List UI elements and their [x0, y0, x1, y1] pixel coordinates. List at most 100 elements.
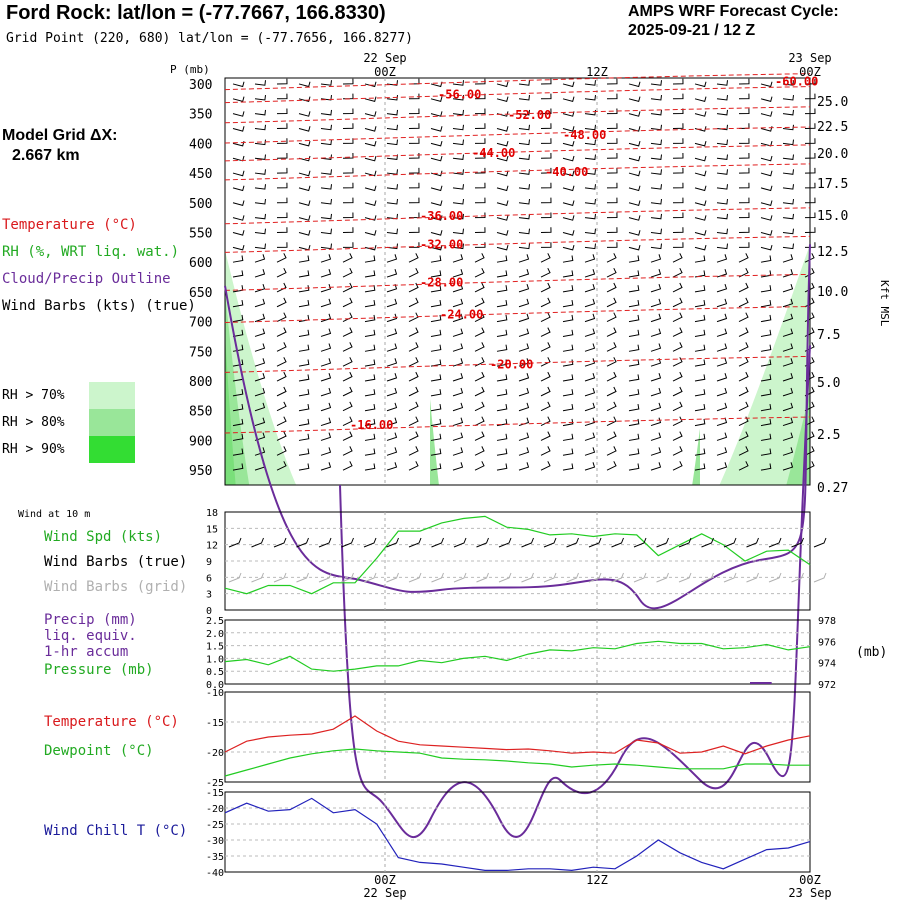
- wind-barb-true: [746, 537, 759, 548]
- wind-barb: [694, 389, 706, 397]
- wind-panel-ytick: 15: [206, 524, 218, 535]
- wind-barb: [584, 313, 596, 323]
- wind-barb: [474, 416, 485, 427]
- wind-barb: [364, 126, 377, 132]
- wind-barb: [628, 215, 641, 221]
- wind-barb: [364, 314, 376, 323]
- wind-barb: [650, 432, 662, 441]
- wind-barb-true: [273, 537, 287, 548]
- wind-barb: [694, 96, 707, 103]
- wind-barb: [276, 78, 288, 85]
- wind-barb: [628, 170, 641, 177]
- wind-barb-true: [521, 537, 534, 548]
- wind-barb: [408, 123, 420, 130]
- wind-barb: [408, 167, 420, 174]
- wind-barb: [408, 371, 419, 382]
- wind-barb-true: [296, 537, 309, 548]
- wind-barb-true: [318, 537, 332, 548]
- wind-barb-grid: [228, 572, 242, 583]
- wind-barb: [452, 432, 464, 441]
- wind-barb: [496, 230, 509, 236]
- wind-barb: [760, 230, 773, 236]
- wind-barb: [496, 81, 509, 88]
- wind-barb: [804, 212, 816, 219]
- wind-barb: [320, 139, 332, 146]
- wind-barb: [430, 418, 442, 427]
- wind-barb: [452, 402, 464, 412]
- wind-barb: [628, 463, 640, 471]
- wind-barb: [452, 109, 464, 116]
- wind-barb: [694, 433, 706, 441]
- wind-barb: [584, 154, 596, 160]
- wind-barb: [320, 283, 332, 293]
- wind-barb: [452, 254, 464, 263]
- wind-barb: [342, 342, 353, 352]
- wind-barb: [430, 270, 442, 278]
- wind-barb: [540, 342, 551, 352]
- wind-barb: [716, 417, 728, 427]
- wind-barb: [474, 327, 485, 337]
- wind-barb: [254, 228, 266, 235]
- wind-barb: [782, 358, 794, 367]
- wind-barb: [496, 270, 508, 278]
- wind-barb: [562, 96, 575, 103]
- pressure-axis-title: P (mb): [170, 63, 210, 76]
- wind-barb: [518, 283, 530, 293]
- wind-barb: [782, 169, 794, 175]
- wind-barb-grid: [251, 572, 264, 583]
- wind-barb: [386, 328, 398, 337]
- wind-barb: [518, 328, 530, 337]
- wind-barb: [518, 462, 530, 471]
- wind-barb: [760, 418, 772, 427]
- height-tick: 15.0: [817, 209, 848, 224]
- wind-barb: [672, 401, 683, 412]
- isotherm-label: -60.00: [775, 75, 818, 89]
- wind-barb: [650, 313, 662, 323]
- bottom-date-label: 22 Sep: [363, 886, 406, 900]
- height-tick: 20.0: [817, 147, 848, 162]
- wind-barb: [364, 389, 376, 397]
- wind-barb: [320, 432, 332, 441]
- wind-barb: [474, 182, 486, 189]
- wind-barb: [364, 374, 376, 382]
- wind-barb: [386, 462, 398, 471]
- wind-barb: [540, 78, 552, 85]
- wind-barb: [276, 93, 288, 100]
- pressure-tick: 300: [189, 78, 212, 93]
- wind-barb: [320, 313, 332, 323]
- wind-barb: [364, 404, 376, 412]
- wind-barb: [716, 95, 728, 101]
- wind-barb: [386, 228, 398, 235]
- wind-barb: [496, 155, 509, 162]
- wind-barb: [430, 344, 442, 352]
- wind-barb: [760, 285, 772, 293]
- wind-barb: [738, 212, 750, 219]
- wind-barb: [760, 200, 773, 207]
- wind-barb: [694, 463, 706, 471]
- wind-barb: [298, 285, 310, 293]
- wind-barb: [496, 170, 509, 177]
- wind-barb: [518, 139, 530, 146]
- height-axis-title: Kft MSL: [878, 280, 891, 327]
- wind-barb: [408, 227, 420, 233]
- wind-barb: [760, 170, 773, 177]
- wind-barb: [320, 447, 332, 456]
- wind-barb: [364, 215, 377, 221]
- wind-barb: [386, 124, 398, 131]
- wind-barb: [540, 212, 552, 219]
- wind-barb: [342, 242, 354, 248]
- temperature-panel-ytick: -20: [206, 748, 224, 759]
- wind-barb: [430, 230, 443, 236]
- wind-barb: [562, 404, 574, 412]
- wind-barb: [584, 447, 596, 456]
- wind-barb: [628, 418, 640, 427]
- top-date-label: 22 Sep: [363, 51, 406, 65]
- wind-barb: [562, 140, 575, 147]
- label-wind-speed: Wind Spd (kts): [44, 529, 163, 545]
- bottom-time-label: 00Z: [799, 873, 821, 887]
- isotherm-label: -28.00: [420, 275, 463, 289]
- wind-barb: [672, 342, 683, 352]
- wind-barb: [672, 357, 683, 367]
- wind-barb: [628, 359, 640, 367]
